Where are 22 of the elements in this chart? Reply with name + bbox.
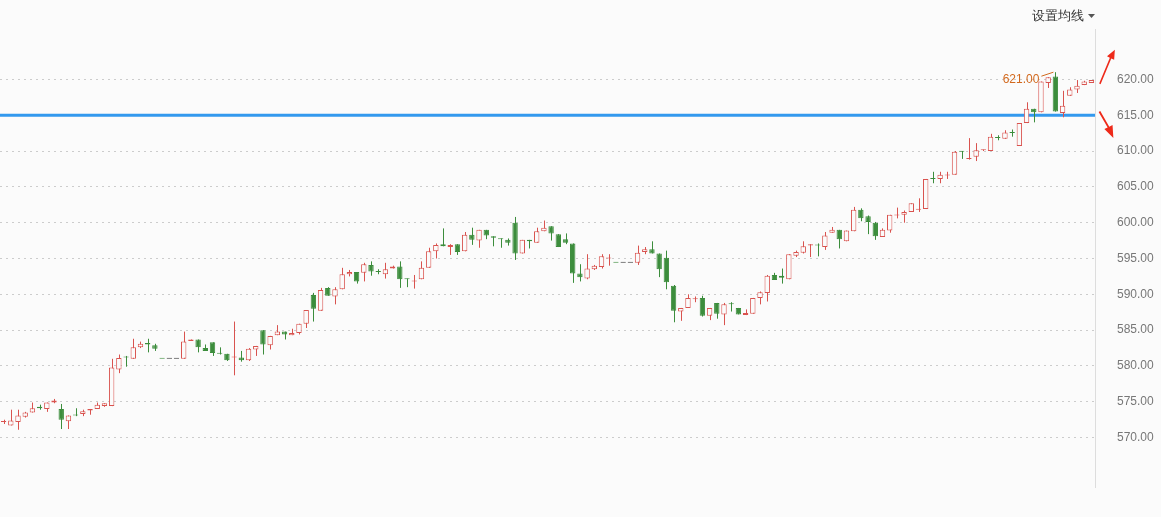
candlestick: [397, 260, 403, 289]
y-tick-label: 620.00: [1117, 71, 1155, 86]
annotation: 621.00: [1002, 71, 1040, 86]
candlestick: [721, 302, 727, 326]
candlestick: [310, 292, 317, 323]
y-tick-label: 575.00: [1117, 394, 1155, 409]
candlestick: [58, 403, 64, 430]
text: 设置均线: [1032, 7, 1084, 25]
y-tick-label: 570.00: [1117, 429, 1155, 444]
candlestick: [116, 354, 122, 374]
y-tick-label: 580.00: [1117, 358, 1155, 373]
y-tick-label: 595.00: [1117, 250, 1155, 265]
y-tick-label: 585.00: [1117, 322, 1155, 337]
y-tick-label: 590.00: [1117, 286, 1155, 301]
candlestick: [584, 253, 590, 280]
candlestick: [260, 329, 266, 356]
y-tick-label: 610.00: [1117, 143, 1155, 158]
candlestick: [361, 262, 367, 282]
y-tick-label: 605.00: [1117, 179, 1155, 194]
candlestick: [15, 409, 21, 431]
y-tick-label: 615.00: [1117, 107, 1155, 122]
y-tick-label: 600.00: [1117, 214, 1155, 229]
